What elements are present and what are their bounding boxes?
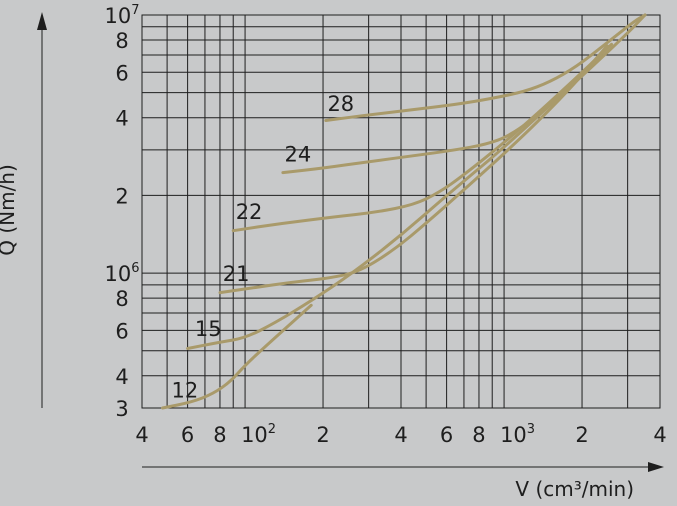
y-tick-label: 4 [115, 107, 128, 131]
series-line-15 [186, 50, 604, 350]
y-tick-label: 6 [115, 61, 128, 85]
y-tick-label: 8 [115, 29, 128, 53]
x-tick-label: 6 [440, 423, 453, 447]
x-tick-label: 103 [500, 422, 535, 447]
x-tick-label: 2 [316, 423, 329, 447]
x-tick-text: 4 [653, 423, 666, 447]
curve-label-28: 28 [327, 92, 354, 116]
y-tick-label: 8 [115, 287, 128, 311]
y-tick-label: 4 [115, 365, 128, 389]
curve-labels: 12 15 21 22 24 28 [172, 92, 355, 402]
x-tick-text: 10 [241, 423, 268, 447]
x-tick-exponent: 3 [527, 422, 535, 437]
x-tick-label: 102 [241, 422, 276, 447]
y-tick-label: 106 [104, 261, 139, 286]
y-tick-exponent: 6 [131, 261, 139, 276]
curve-label-21: 21 [223, 262, 250, 286]
x-tick-label: 4 [394, 423, 407, 447]
series-line-24 [281, 13, 647, 175]
x-tick-text: 4 [135, 423, 148, 447]
y-tick-label: 3 [115, 397, 128, 421]
y-axis-label: Q (Nm/h) [0, 164, 19, 256]
x-tick-label: 8 [472, 423, 485, 447]
y-tick-text: 8 [115, 287, 128, 311]
x-tick-label: 4 [135, 423, 148, 447]
y-tick-text: 6 [115, 319, 128, 343]
y-tick-label: 6 [115, 319, 128, 343]
y-tick-text: 8 [115, 29, 128, 53]
y-tick-text: 4 [115, 107, 128, 131]
x-tick-label: 4 [653, 423, 666, 447]
x-tick-text: 2 [575, 423, 588, 447]
x-tick-text: 10 [500, 423, 527, 447]
y-tick-text: 10 [104, 262, 131, 286]
x-tick-label: 2 [575, 423, 588, 447]
x-tick-text: 4 [394, 423, 407, 447]
y-tick-text: 4 [115, 365, 128, 389]
x-tick-text: 8 [472, 423, 485, 447]
x-tick-exponent: 2 [268, 422, 276, 437]
y-tick-text: 10 [104, 4, 131, 28]
x-tick-text: 6 [440, 423, 453, 447]
y-axis-arrow-head [37, 12, 47, 30]
x-tick-label: 6 [181, 423, 194, 447]
series-line-21 [218, 44, 609, 295]
x-tick-text: 2 [316, 423, 329, 447]
series-line-22 [231, 42, 613, 233]
series-curves [161, 13, 647, 410]
x-tick-label: 8 [213, 423, 226, 447]
y-tick-label: 107 [104, 3, 139, 28]
x-axis-arrow-head [648, 462, 664, 472]
x-tick-text: 6 [181, 423, 194, 447]
curve-label-12: 12 [172, 378, 199, 402]
plot-frame [141, 14, 661, 409]
y-tick-text: 2 [115, 184, 128, 208]
plot-grid [141, 14, 661, 409]
y-tick-label: 2 [115, 184, 128, 208]
x-axis-label: V (cm³/min) [515, 477, 634, 501]
y-tick-exponent: 7 [131, 3, 139, 18]
series-line-28 [324, 13, 647, 122]
y-tick-text: 6 [115, 61, 128, 85]
curve-label-15: 15 [195, 317, 222, 341]
curve-label-24: 24 [285, 143, 312, 167]
x-tick-text: 8 [213, 423, 226, 447]
curve-label-22: 22 [236, 200, 263, 224]
series-line-12 [161, 303, 313, 410]
y-tick-text: 3 [115, 397, 128, 421]
